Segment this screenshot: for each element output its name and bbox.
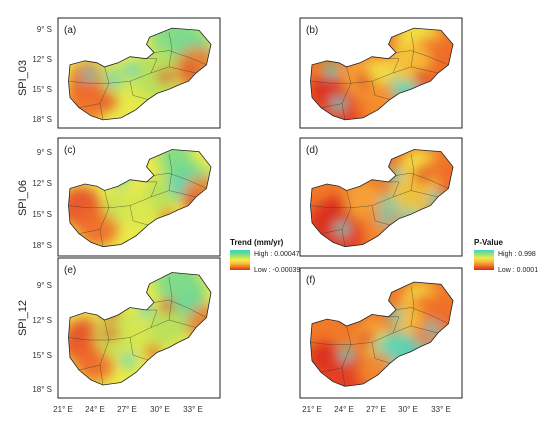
panel-d: (d): [299, 137, 463, 257]
lat-axis-row3: 9° S 12° S 15° S 18° S: [32, 281, 52, 394]
trend-legend-title: Trend (mm/yr): [230, 238, 284, 247]
panel-label-c: (c): [64, 145, 76, 156]
lon-tick: 33° E: [183, 405, 203, 414]
trend-legend-low: Low : -0.00039: [254, 267, 300, 274]
pvalue-legend-high: High : 0.998: [498, 251, 536, 258]
lon-tick: 24° E: [85, 405, 105, 414]
lat-tick: 18° S: [32, 385, 52, 394]
pvalue-legend-ramp: [474, 250, 494, 270]
lat-tick: 15° S: [32, 210, 52, 219]
row-label-spi12: SPI_12: [17, 300, 29, 336]
lon-tick: 21° E: [302, 405, 322, 414]
lat-tick: 9° S: [37, 281, 52, 290]
trend-legend-ramp: [230, 250, 250, 270]
lon-tick: 24° E: [334, 405, 354, 414]
lon-tick: 30° E: [398, 405, 418, 414]
panel-f: (f): [299, 267, 463, 399]
lat-tick: 15° S: [32, 351, 52, 360]
pvalue-legend-low: Low : 0.0001: [498, 267, 538, 274]
lon-axis-left: 21° E 24° E 27° E 30° E 33° E: [53, 405, 203, 414]
lon-tick: 30° E: [150, 405, 170, 414]
lat-tick: 9° S: [37, 148, 52, 157]
panel-e: (e): [57, 257, 221, 399]
lon-tick: 27° E: [366, 405, 386, 414]
lat-axis-row1: 9° S 12° S 15° S 18° S: [32, 25, 52, 124]
lon-tick: 21° E: [53, 405, 73, 414]
panel-c: (c): [57, 137, 221, 257]
lon-tick: 27° E: [117, 405, 137, 414]
lat-tick: 15° S: [32, 85, 52, 94]
lat-tick: 9° S: [37, 25, 52, 34]
pvalue-legend-title: P-Value: [474, 238, 503, 247]
panel-label-a: (a): [64, 25, 76, 36]
panel-label-d: (d): [306, 145, 318, 156]
lat-tick: 12° S: [32, 316, 52, 325]
row-label-spi03: SPI_03: [17, 60, 29, 96]
panel-a: (a): [57, 17, 221, 129]
lat-axis-row2: 9° S 12° S 15° S 18° S: [32, 148, 52, 250]
row-label-spi06: SPI_06: [17, 180, 29, 216]
pvalue-legend: P-Value High : 0.998 Low : 0.0001: [474, 238, 538, 274]
lat-tick: 18° S: [32, 241, 52, 250]
trend-legend: Trend (mm/yr) High : 0.00047 Low : -0.00…: [230, 238, 300, 274]
lat-tick: 12° S: [32, 179, 52, 188]
lat-tick: 18° S: [32, 115, 52, 124]
lon-axis-right: 21° E 24° E 27° E 30° E 33° E: [302, 405, 451, 414]
panel-b: (b): [299, 17, 463, 129]
trend-legend-high: High : 0.00047: [254, 251, 300, 258]
panel-label-f: (f): [306, 275, 315, 286]
lon-tick: 33° E: [431, 405, 451, 414]
panel-label-b: (b): [306, 25, 318, 36]
panel-label-e: (e): [64, 265, 76, 276]
lat-tick: 12° S: [32, 55, 52, 64]
